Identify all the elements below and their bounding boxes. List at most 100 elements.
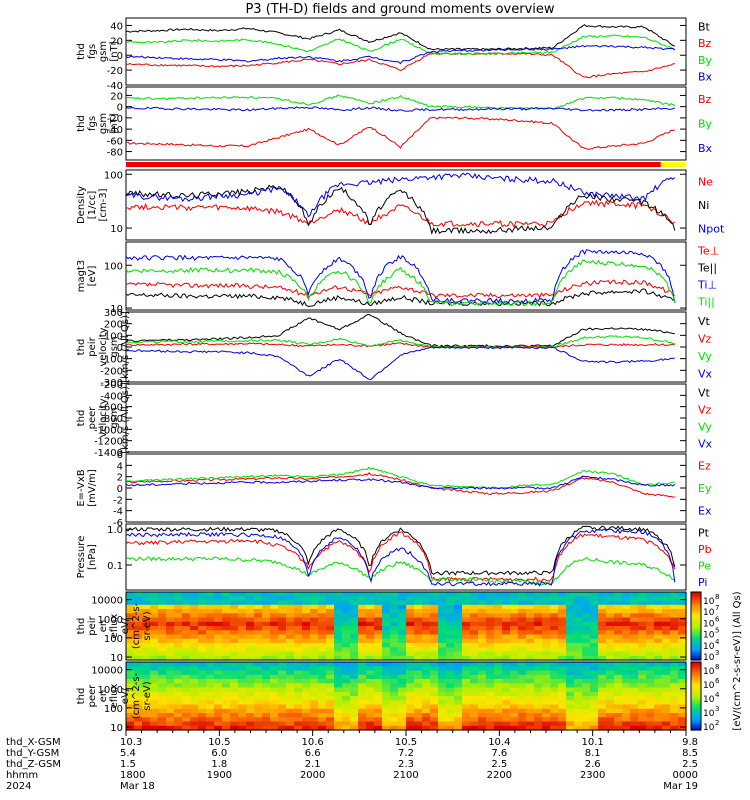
heatmap-cell xyxy=(126,679,135,684)
heatmap-cell xyxy=(438,604,447,610)
y-tick-label: 10000 xyxy=(91,666,123,677)
heatmap-cell xyxy=(190,679,199,684)
heatmap-cell xyxy=(270,626,279,631)
heatmap-cell xyxy=(182,634,191,640)
heatmap-cell xyxy=(134,617,143,623)
heatmap-cell xyxy=(294,717,303,723)
heatmap-cell xyxy=(494,613,503,619)
x-tick-label: 1800 xyxy=(120,770,145,781)
heatmap-cell xyxy=(270,634,279,640)
heatmap-cell xyxy=(318,725,327,731)
heatmap-cell xyxy=(126,670,135,676)
heatmap-cell xyxy=(342,687,351,693)
legend-vt: Vt xyxy=(698,387,711,400)
colorbar-cell xyxy=(691,665,701,668)
heatmap-cell xyxy=(606,700,615,706)
heatmap-cell xyxy=(270,651,279,657)
heatmap-cell xyxy=(454,662,463,667)
heatmap-cell xyxy=(334,725,343,731)
heatmap-cell xyxy=(374,643,383,648)
heatmap-cell xyxy=(206,609,215,614)
heatmap-cell xyxy=(638,626,647,631)
heatmap-cell xyxy=(590,600,599,606)
heatmap-cell xyxy=(166,617,175,623)
heatmap-cell xyxy=(510,592,519,597)
heatmap-cell xyxy=(206,704,215,710)
heatmap-cell xyxy=(446,626,455,631)
heatmap-cell xyxy=(286,725,295,731)
heatmap-cell xyxy=(566,630,575,636)
heatmap-cell xyxy=(238,643,247,648)
colorbar-cell xyxy=(691,620,701,624)
heatmap-cell xyxy=(542,592,551,597)
heatmap-cell xyxy=(214,621,223,627)
heatmap-cell xyxy=(614,621,623,627)
x-tick-label: 1.8 xyxy=(211,759,227,770)
series-pb xyxy=(125,531,676,583)
y-tick-label: 0 xyxy=(117,343,123,354)
heatmap-cell xyxy=(278,630,287,636)
heatmap-cell xyxy=(622,655,631,661)
heatmap-cell xyxy=(222,704,231,710)
heatmap-cell xyxy=(430,670,439,676)
heatmap-cell xyxy=(342,721,351,727)
y-tick-label: 100 xyxy=(104,634,123,645)
heatmap-cell xyxy=(558,674,567,680)
colorbar-tick: 10 xyxy=(703,608,715,618)
heatmap-cell xyxy=(462,683,471,689)
heatmap-cell xyxy=(190,691,199,697)
y-tick-label: 100 xyxy=(104,331,123,342)
heatmap-cell xyxy=(542,626,551,631)
series-bx xyxy=(125,106,676,112)
heatmap-cell xyxy=(582,666,591,672)
heatmap-cell xyxy=(198,621,207,627)
heatmap-cell xyxy=(222,621,231,627)
heatmap-cell xyxy=(134,651,143,657)
y-tick-label: -400 xyxy=(100,391,123,402)
heatmap-cell xyxy=(398,613,407,619)
heatmap-cell xyxy=(582,717,591,723)
heatmap-cell xyxy=(486,651,495,657)
heatmap-cell xyxy=(398,674,407,680)
heatmap-cell xyxy=(430,651,439,657)
heatmap-cell xyxy=(214,592,223,597)
heatmap-cell xyxy=(598,655,607,661)
heatmap-cell xyxy=(126,634,135,640)
heatmap-cell xyxy=(398,679,407,684)
heatmap-cell xyxy=(366,708,375,714)
heatmap-cell xyxy=(222,708,231,714)
x-tick-label: 2.5 xyxy=(682,759,698,770)
heatmap-cell xyxy=(230,613,239,619)
heatmap-cell xyxy=(670,647,679,653)
heatmap-cell xyxy=(654,613,663,619)
heatmap-cell xyxy=(486,617,495,623)
heatmap-cell xyxy=(406,670,415,676)
heatmap-cell xyxy=(494,679,503,684)
heatmap-cell xyxy=(334,651,343,657)
heatmap-cell xyxy=(566,662,575,667)
heatmap-cell xyxy=(654,626,663,631)
heatmap-cell xyxy=(630,596,639,602)
heatmap-cell xyxy=(582,700,591,706)
heatmap-cell xyxy=(286,713,295,718)
heatmap-cell xyxy=(502,604,511,610)
heatmap-cell xyxy=(582,617,591,623)
heatmap-cell xyxy=(502,721,511,727)
heatmap-cell xyxy=(150,655,159,661)
heatmap-cell xyxy=(334,683,343,689)
heatmap-cell xyxy=(406,687,415,693)
heatmap-cell xyxy=(502,609,511,614)
heatmap-cell xyxy=(446,704,455,710)
heatmap-cell xyxy=(542,638,551,644)
legend-vz: Vz xyxy=(698,404,712,417)
heatmap-cell xyxy=(430,638,439,644)
heatmap-cell xyxy=(366,691,375,697)
heatmap-cell xyxy=(534,647,543,653)
heatmap-cell xyxy=(622,666,631,672)
heatmap-cell xyxy=(158,630,167,636)
heatmap-cell xyxy=(430,717,439,723)
heatmap-cell xyxy=(614,651,623,657)
heatmap-cell xyxy=(438,613,447,619)
heatmap-cell xyxy=(470,638,479,644)
heatmap-cell xyxy=(518,630,527,636)
